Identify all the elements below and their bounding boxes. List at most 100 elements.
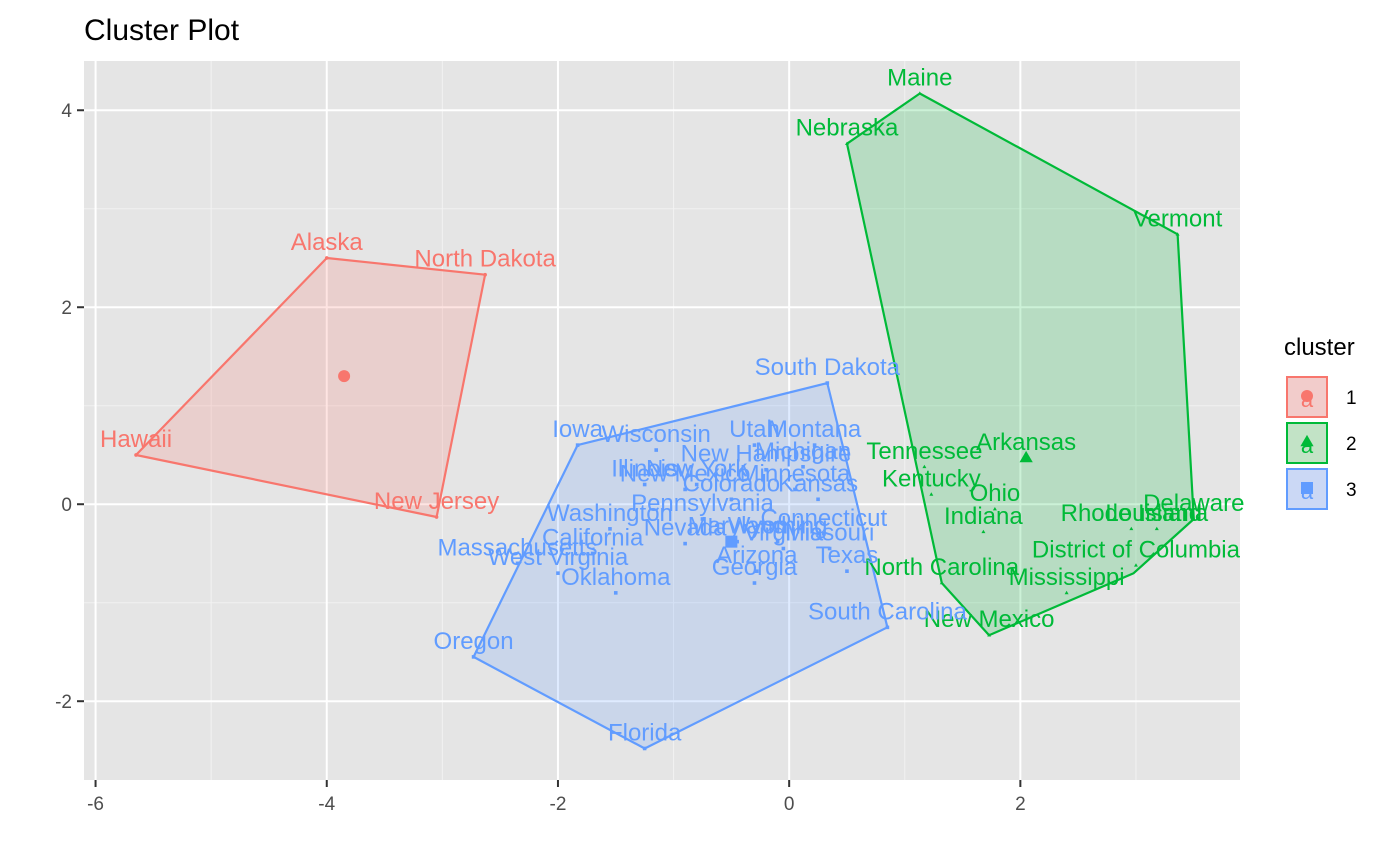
point-label: South Carolina (808, 598, 967, 625)
data-point (764, 467, 768, 472)
x-tick-label: -6 (87, 794, 104, 815)
cluster-centroid-3 (725, 535, 738, 548)
data-point (700, 517, 705, 521)
point-label: Minnesota (740, 460, 851, 487)
data-point (775, 539, 780, 544)
legend-label: 3 (1346, 480, 1357, 501)
data-point (752, 581, 757, 585)
chart-title: Cluster Plot (84, 14, 240, 47)
cluster-centroid-1 (338, 370, 351, 383)
point-label: New Mexico (924, 606, 1055, 633)
point-label: Oklahoma (561, 564, 671, 591)
point-label: Louisiana (1105, 500, 1208, 527)
point-label: Montana (768, 416, 862, 443)
x-tick-label: 2 (1015, 794, 1026, 815)
cluster-hull-2 (845, 92, 1195, 637)
data-point (1134, 563, 1138, 567)
data-point (1175, 232, 1180, 236)
data-point (1064, 590, 1069, 595)
data-point (515, 561, 520, 566)
cluster-hull-3 (472, 382, 889, 750)
data-point (812, 443, 817, 447)
point-label: New York (646, 456, 748, 483)
data-point (845, 141, 849, 145)
data-point (922, 464, 927, 469)
point-label: New Hampshire (681, 441, 852, 468)
point-label: Kentucky (882, 465, 981, 492)
point-label: Arizona (716, 542, 798, 569)
point-label: Washington (547, 500, 673, 527)
point-label: Vermont (1133, 205, 1223, 232)
point-label: Kansas (778, 470, 858, 497)
data-point (987, 633, 992, 637)
data-point (642, 482, 647, 487)
point-label: Nebraska (796, 115, 899, 142)
point-label: Connecticut (760, 505, 887, 532)
data-point (845, 569, 849, 573)
point-label: Rhode Island (1061, 500, 1202, 527)
legend: clustera1a2a3 (1284, 334, 1357, 510)
data-point (608, 527, 612, 531)
data-point (556, 571, 560, 575)
data-point (781, 546, 786, 551)
legend-key-marker (1301, 390, 1313, 402)
data-point (613, 591, 618, 595)
data-point (642, 746, 647, 751)
data-point (793, 487, 797, 492)
legend-label: 2 (1346, 434, 1357, 455)
point-label: Missouri (785, 520, 874, 547)
data-point (992, 507, 997, 511)
point-label: Oregon (434, 628, 514, 655)
legend-key-3 (1286, 468, 1328, 510)
point-label: Hawaii (100, 426, 172, 453)
x-tick-label: -2 (550, 794, 567, 815)
data-point (324, 256, 329, 260)
data-point (822, 531, 826, 536)
point-label: Alaska (291, 229, 364, 256)
point-label: Massachusetts (437, 534, 597, 561)
point-label: New Mexico (620, 460, 751, 487)
data-point (1154, 526, 1159, 531)
data-point (134, 453, 138, 457)
data-point (1129, 526, 1134, 531)
point-label: Iowa (552, 416, 603, 443)
point-label: West Virginia (488, 544, 629, 571)
point-label: Wisconsin (602, 421, 711, 448)
point-label: Michigan (755, 438, 851, 465)
point-label: Wyoming (728, 513, 828, 540)
cluster-centroid-2 (1019, 450, 1033, 463)
data-point (885, 625, 890, 630)
x-tick-label: 0 (784, 794, 795, 815)
y-tick-label: 0 (61, 495, 72, 516)
data-point (939, 580, 944, 585)
legend-label: 1 (1346, 388, 1357, 409)
point-label: Nevada (644, 515, 727, 542)
y-tick-label: -2 (55, 692, 72, 713)
data-point (827, 546, 832, 551)
point-label: Virginia (744, 520, 824, 547)
point-label: Tennessee (866, 438, 982, 465)
point-label: Illinois (611, 456, 678, 483)
point-label: Maine (887, 65, 952, 92)
data-point (752, 443, 757, 447)
point-label: California (542, 524, 644, 551)
point-label: North Dakota (414, 246, 556, 273)
data-point (471, 655, 476, 659)
data-point (801, 464, 805, 469)
data-point (981, 529, 986, 534)
panel-background (84, 61, 1240, 780)
plot-panel: -6 -4 -2 0 2 -2 0 2 4 Alaska North Dakota Hawaii New… (55, 61, 1244, 815)
point-label: Indiana (944, 503, 1023, 530)
point-label: Ohio (970, 480, 1021, 507)
legend-key-marker (1300, 434, 1314, 447)
legend-key-marker (1301, 482, 1313, 494)
data-point (917, 91, 922, 95)
data-point (590, 551, 595, 556)
point-label: New Jersey (374, 488, 499, 515)
data-point (483, 272, 487, 277)
data-point (754, 569, 759, 573)
data-point (1191, 516, 1196, 521)
point-label: Mississippi (1009, 564, 1125, 591)
data-point (683, 487, 687, 492)
